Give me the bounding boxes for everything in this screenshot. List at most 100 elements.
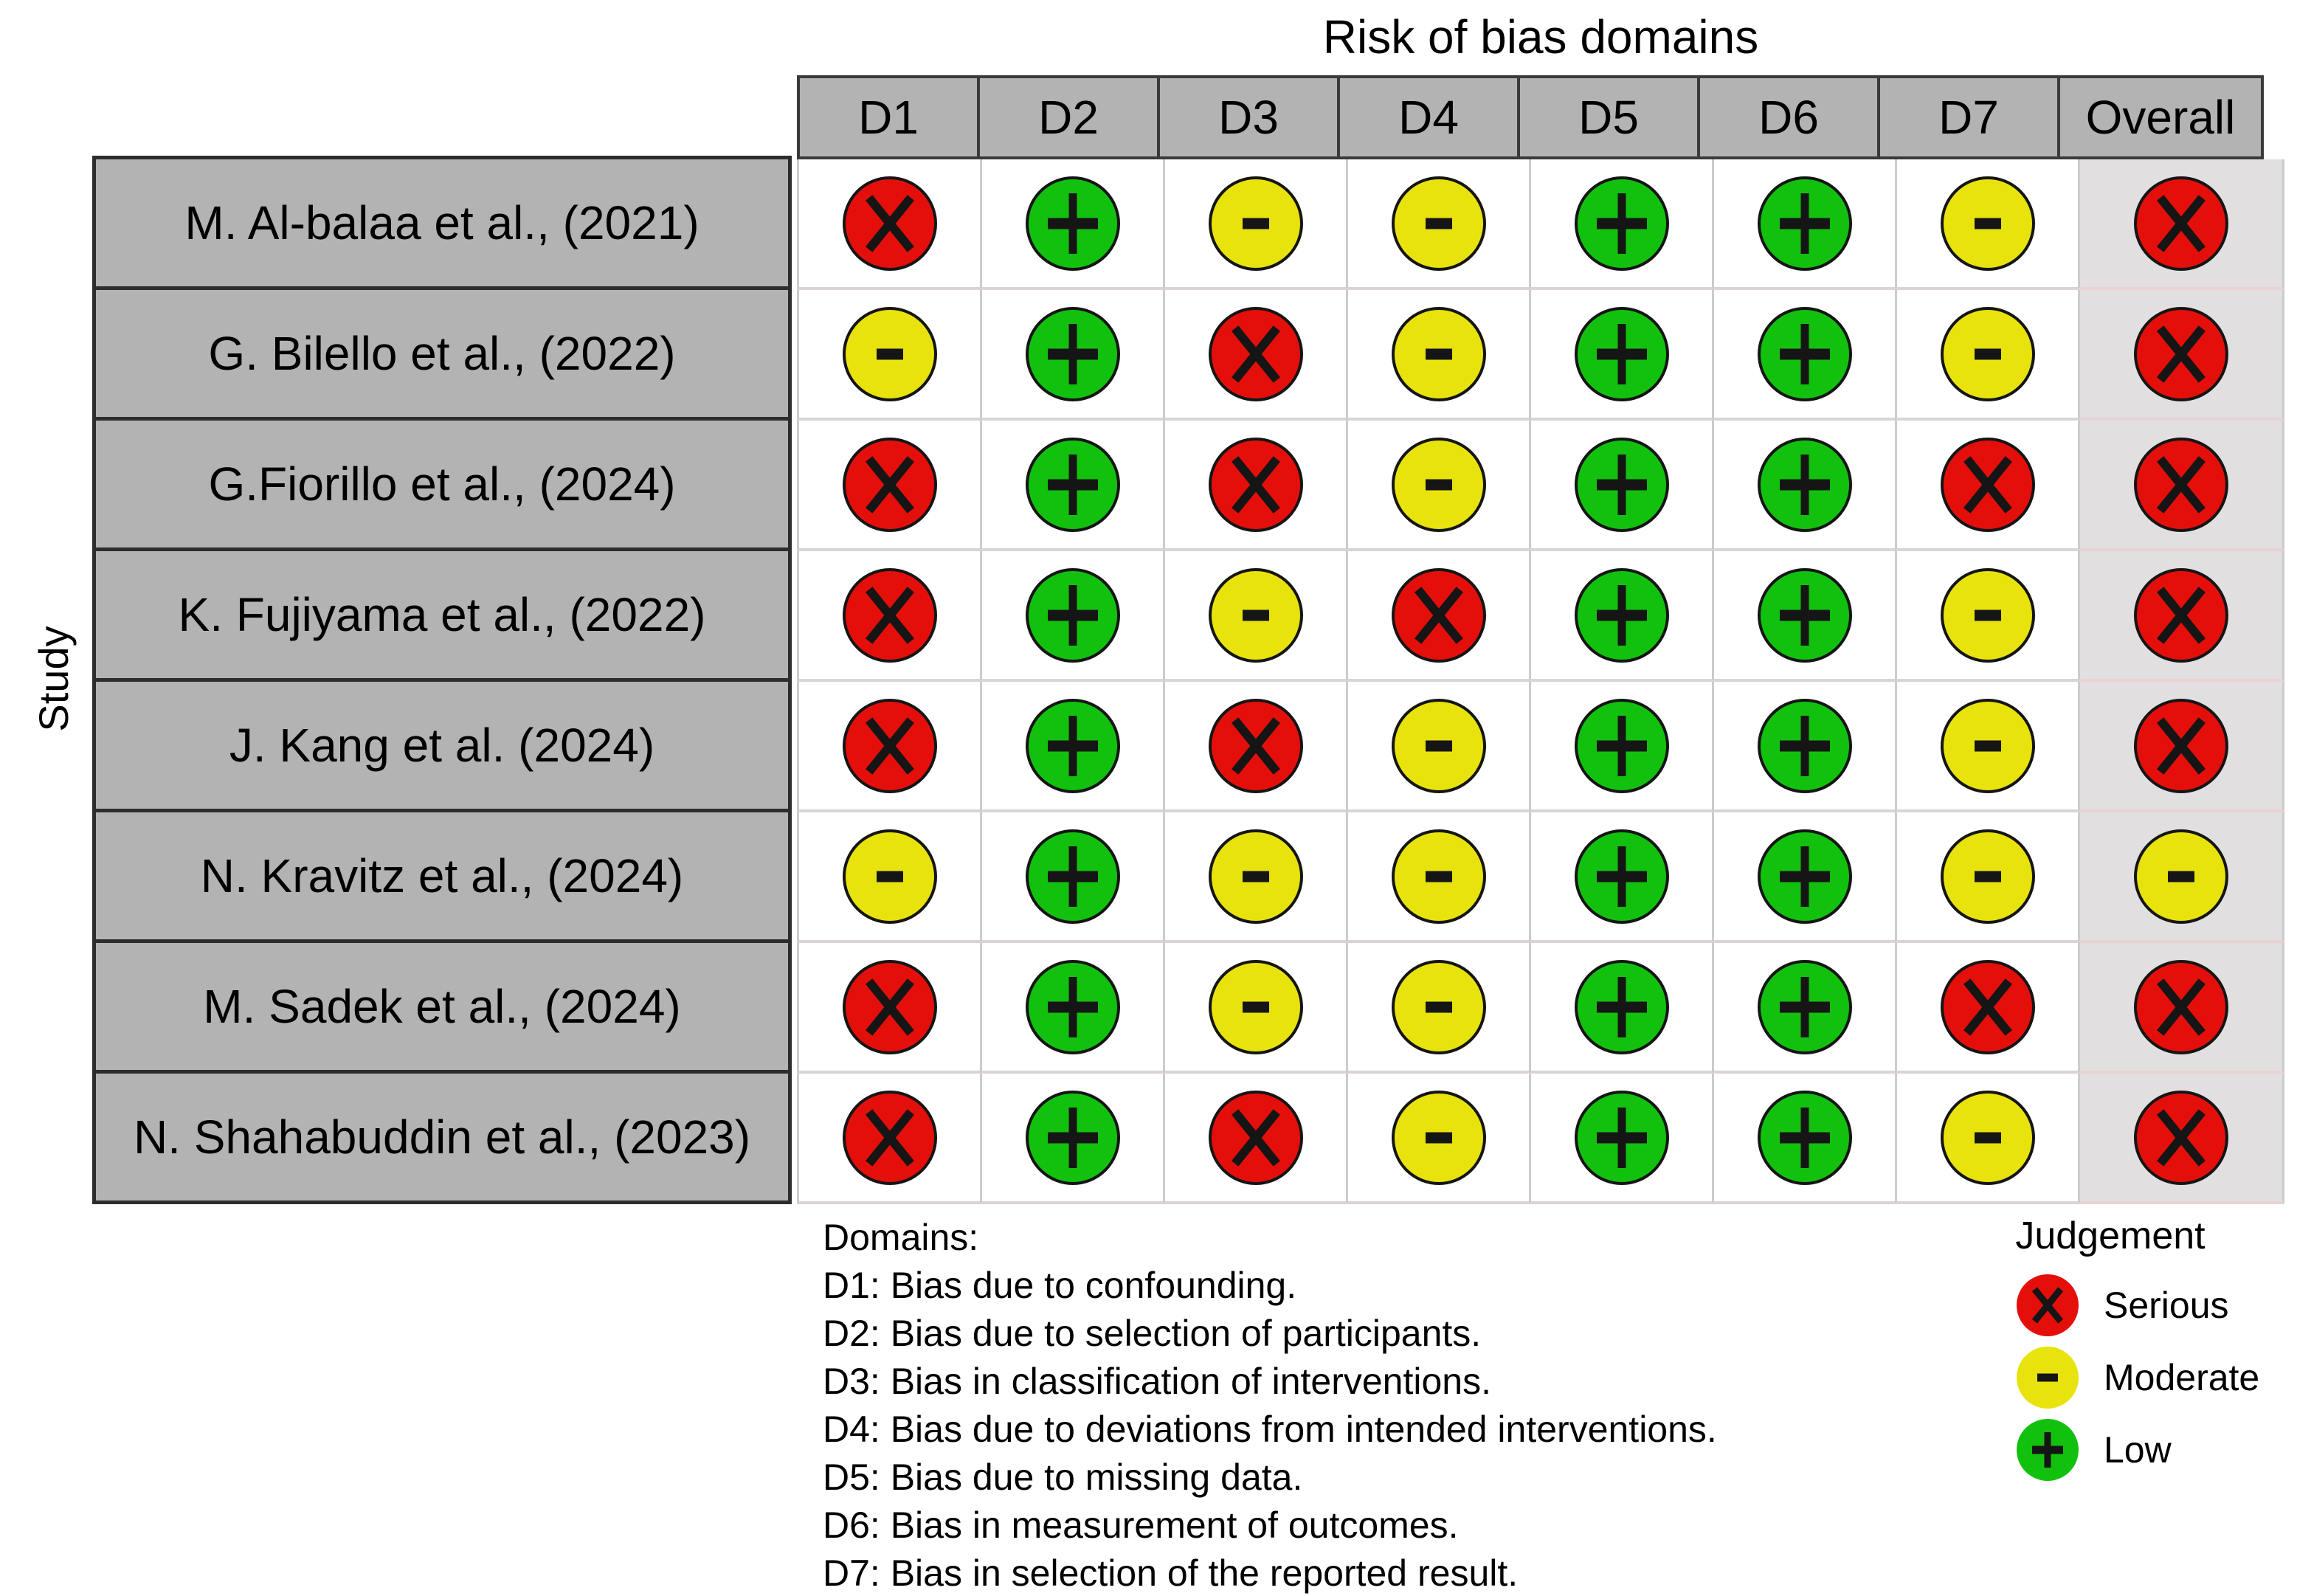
judgement-cell-d5	[1529, 159, 1712, 290]
study-name: M. Sadek et al., (2024)	[92, 943, 792, 1074]
judgement-circle-serious	[842, 437, 937, 532]
judgement-circle-serious	[842, 959, 937, 1054]
judgement-circle-low	[1025, 437, 1120, 532]
judgement-cell-d1	[797, 682, 980, 812]
minus-icon	[1974, 1132, 2001, 1143]
judgement-cell-d4	[1346, 682, 1529, 812]
judgement-circle-low	[1757, 698, 1852, 793]
minus-icon	[1974, 218, 2001, 229]
table-row: K. Fujiyama et al., (2022)	[92, 551, 2284, 682]
judgement-cell-d1	[797, 551, 980, 682]
judgement-circle-moderate	[1208, 176, 1303, 271]
table-row: N. Shahabuddin et al., (2023)	[92, 1074, 2284, 1204]
judgement-circle-moderate	[1391, 306, 1486, 401]
judgement-cell-d7	[1895, 943, 2078, 1074]
judgement-cell-d3	[1163, 1074, 1346, 1204]
judgement-cell-d6	[1712, 682, 1895, 812]
judgement-cell-d2	[980, 1074, 1163, 1204]
plus-icon	[1617, 193, 1626, 254]
domain-description-d6: D6: Bias in measurement of outcomes.	[823, 1505, 1459, 1546]
judgement-cell-d3	[1163, 943, 1346, 1074]
domains-note: Domains: D1: Bias due to confounding. D2:…	[823, 1214, 1717, 1596]
judgement-circle-low	[1574, 437, 1669, 532]
judgement-cell-d6	[1712, 812, 1895, 943]
plus-icon	[1800, 454, 1809, 515]
judgement-circle-low	[1757, 829, 1852, 924]
judgement-circle-low	[1757, 959, 1852, 1054]
judgement-circle-low	[1574, 1090, 1669, 1185]
study-name: N. Shahabuddin et al., (2023)	[92, 1074, 792, 1204]
judgement-cell-overall	[2078, 159, 2284, 290]
judgement-cell-d2	[980, 943, 1163, 1074]
table-row: G.Fiorillo et al., (2024)	[92, 421, 2284, 551]
minus-icon	[1425, 1001, 1452, 1012]
plus-icon	[1617, 584, 1626, 646]
judgement-circle-serious	[1940, 437, 2035, 532]
minus-icon	[2037, 1373, 2058, 1382]
judgement-circle-moderate	[1208, 567, 1303, 663]
judgement-cell-d4	[1346, 943, 1529, 1074]
plus-icon	[1800, 976, 1809, 1037]
study-name: M. Al-balaa et al., (2021)	[92, 156, 792, 290]
plus-icon	[1068, 323, 1077, 384]
judgement-circle-moderate	[2134, 829, 2228, 924]
judgement-circle-serious	[1208, 1090, 1303, 1185]
judgement-circle-low	[1025, 829, 1120, 924]
study-name: G.Fiorillo et al., (2024)	[92, 421, 792, 551]
column-header-d2: D2	[977, 75, 1160, 159]
judgement-circle-serious	[2134, 959, 2228, 1054]
judgement-circle-low	[1025, 959, 1120, 1054]
domain-description-d1: D1: Bias due to confounding.	[823, 1265, 1297, 1306]
study-name: J. Kang et al. (2024)	[92, 682, 792, 812]
minus-icon	[1425, 740, 1452, 751]
judgement-cell-d7	[1895, 682, 2078, 812]
column-gap	[792, 812, 797, 943]
minus-icon	[876, 348, 903, 359]
judgement-circle-moderate	[1391, 959, 1486, 1054]
judgement-cell-d3	[1163, 551, 1346, 682]
y-axis-label: Study	[30, 626, 77, 732]
judgement-circle-low	[1025, 567, 1120, 663]
judgement-circle-moderate	[2017, 1347, 2079, 1409]
plus-icon	[1617, 454, 1626, 515]
minus-icon	[1242, 871, 1269, 882]
judgement-cell-d7	[1895, 159, 2078, 290]
judgement-cell-d7	[1895, 551, 2078, 682]
plus-icon	[1068, 193, 1077, 254]
judgement-circle-serious	[1208, 698, 1303, 793]
judgement-circle-serious	[2017, 1274, 2079, 1336]
plus-icon	[1800, 1107, 1809, 1168]
legend-items: Serious Moderate Low	[1963, 1274, 2297, 1481]
judgement-circle-moderate	[842, 306, 937, 401]
judgement-cell-d1	[797, 812, 980, 943]
judgement-cell-d2	[980, 682, 1163, 812]
plus-icon	[1068, 976, 1077, 1037]
plus-icon	[1800, 323, 1809, 384]
judgement-circle-low	[1574, 959, 1669, 1054]
judgement-cell-d4	[1346, 1074, 1529, 1204]
column-gap	[792, 1074, 797, 1204]
judgement-cell-d3	[1163, 159, 1346, 290]
judgement-cell-d5	[1529, 943, 1712, 1074]
judgement-circle-moderate	[842, 829, 937, 924]
plus-icon	[1617, 715, 1626, 776]
table-row: J. Kang et al. (2024)	[92, 682, 2284, 812]
judgement-circle-low	[1574, 567, 1669, 663]
judgement-circle-serious	[1208, 306, 1303, 401]
judgement-cell-d1	[797, 159, 980, 290]
judgement-circle-low	[1025, 698, 1120, 793]
judgement-circle-moderate	[1940, 829, 2035, 924]
judgement-circle-moderate	[1208, 959, 1303, 1054]
legend-title: Judgement	[2015, 1215, 2206, 1257]
judgement-cell-d4	[1346, 290, 1529, 421]
column-header-d3: D3	[1157, 75, 1340, 159]
judgement-circle-serious	[842, 1090, 937, 1185]
minus-icon	[876, 871, 903, 882]
figure-title: Risk of bias domains	[1322, 10, 1759, 63]
domain-header-row: D1 D2 D3 D4 D5 D6 D7 Overall	[797, 75, 2264, 159]
plus-icon	[1068, 715, 1077, 776]
judgement-cell-d1	[797, 1074, 980, 1204]
judgement-circle-moderate	[1391, 1090, 1486, 1185]
judgement-cell-overall	[2078, 812, 2284, 943]
